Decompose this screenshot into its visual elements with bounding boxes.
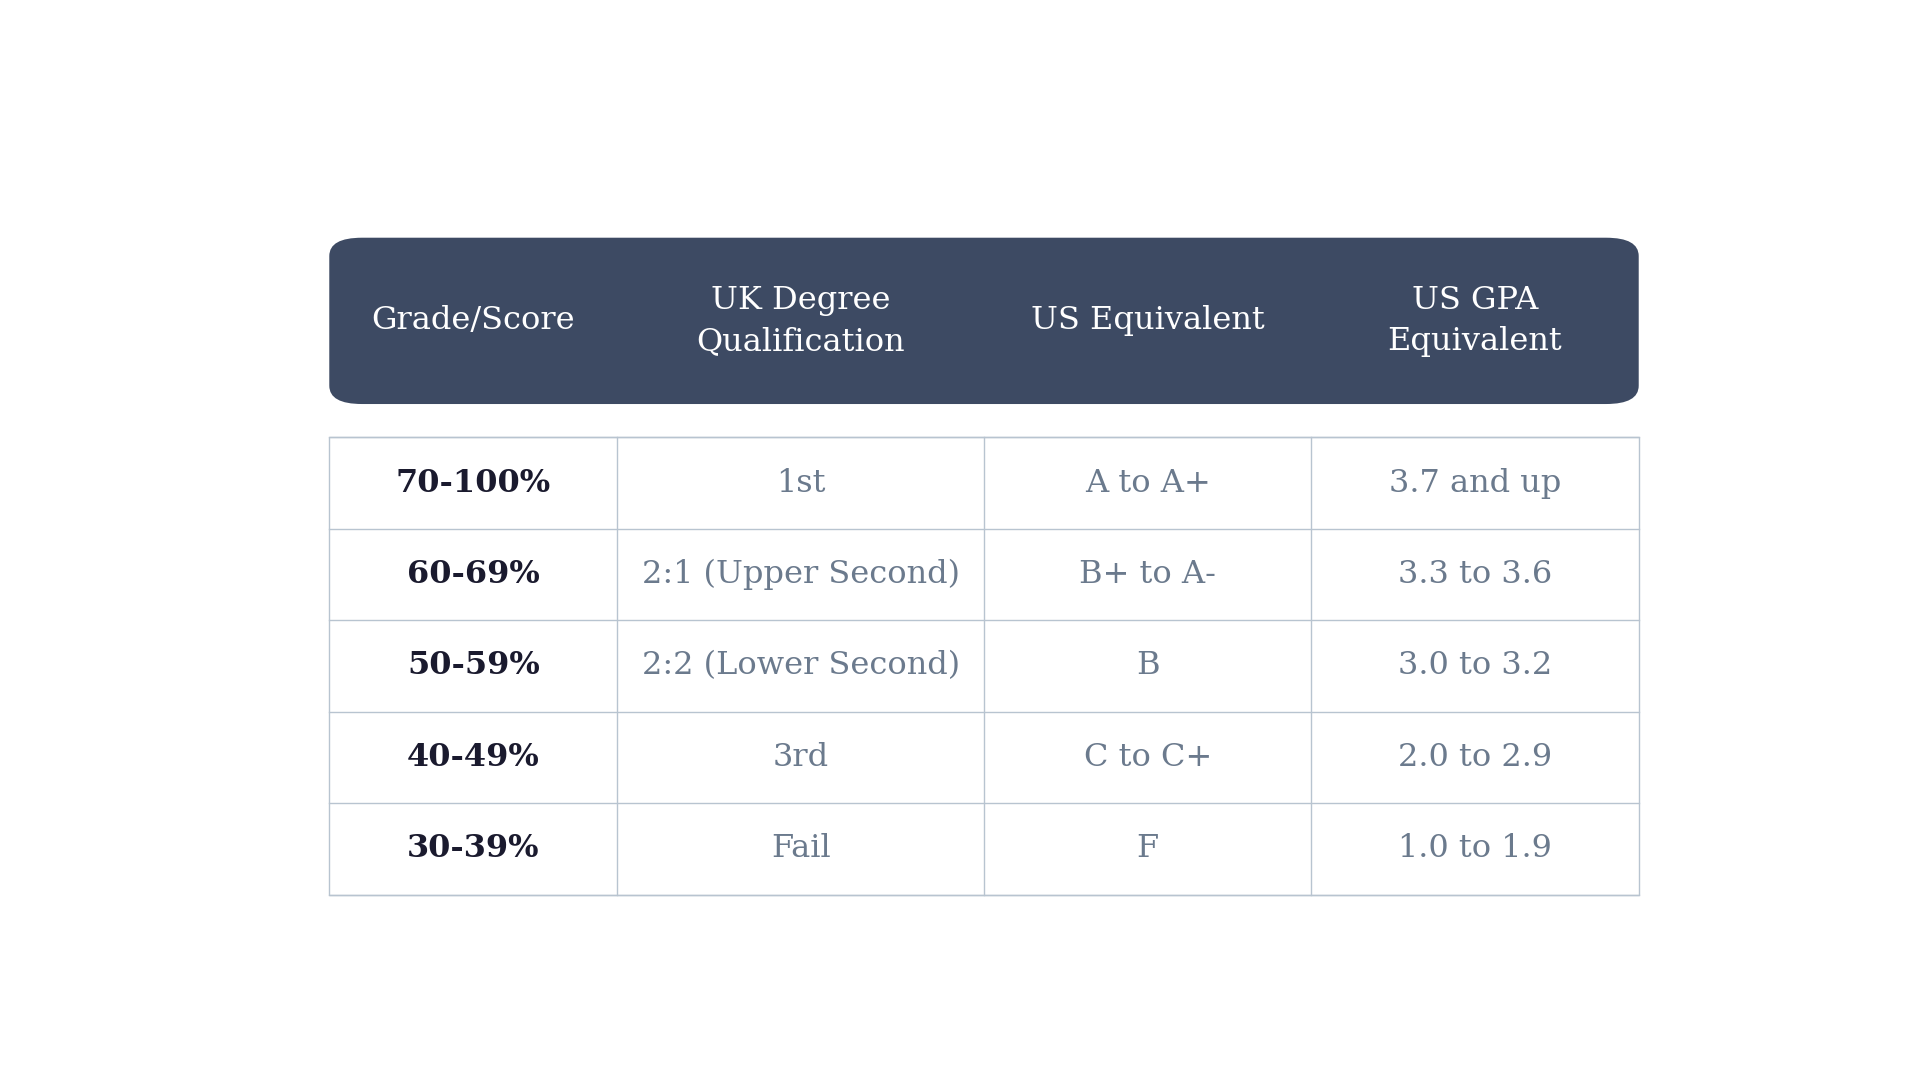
Text: 60-69%: 60-69% bbox=[407, 559, 540, 590]
Text: Grade/Score: Grade/Score bbox=[371, 306, 576, 336]
Text: UK Degree
Qualification: UK Degree Qualification bbox=[697, 285, 904, 356]
Text: 30-39%: 30-39% bbox=[407, 834, 540, 864]
Text: F: F bbox=[1137, 834, 1160, 864]
Text: 2:1 (Upper Second): 2:1 (Upper Second) bbox=[641, 558, 960, 590]
Text: 3.0 to 3.2: 3.0 to 3.2 bbox=[1398, 650, 1551, 681]
Text: 2.0 to 2.9: 2.0 to 2.9 bbox=[1398, 742, 1551, 773]
Text: A to A+: A to A+ bbox=[1085, 468, 1210, 499]
Text: 2:2 (Lower Second): 2:2 (Lower Second) bbox=[641, 650, 960, 681]
Text: 50-59%: 50-59% bbox=[407, 650, 540, 681]
Text: 3rd: 3rd bbox=[772, 742, 829, 773]
Text: B: B bbox=[1137, 650, 1160, 681]
Text: Fail: Fail bbox=[770, 834, 831, 864]
Text: 1st: 1st bbox=[776, 468, 826, 499]
Text: US GPA
Equivalent: US GPA Equivalent bbox=[1388, 285, 1563, 356]
Bar bbox=[330, 437, 1638, 529]
FancyBboxPatch shape bbox=[330, 238, 1640, 404]
Text: US Equivalent: US Equivalent bbox=[1031, 306, 1265, 336]
Text: 70-100%: 70-100% bbox=[396, 468, 551, 499]
Text: B+ to A-: B+ to A- bbox=[1079, 559, 1215, 590]
Text: 1.0 to 1.9: 1.0 to 1.9 bbox=[1398, 834, 1551, 864]
Text: 3.3 to 3.6: 3.3 to 3.6 bbox=[1398, 559, 1551, 590]
Bar bbox=[330, 804, 1638, 894]
Bar bbox=[330, 712, 1638, 804]
Text: C to C+: C to C+ bbox=[1083, 742, 1212, 773]
Bar bbox=[330, 529, 1638, 620]
Text: 40-49%: 40-49% bbox=[407, 742, 540, 773]
Bar bbox=[330, 437, 1638, 894]
Bar bbox=[330, 620, 1638, 712]
Text: 3.7 and up: 3.7 and up bbox=[1388, 468, 1561, 499]
